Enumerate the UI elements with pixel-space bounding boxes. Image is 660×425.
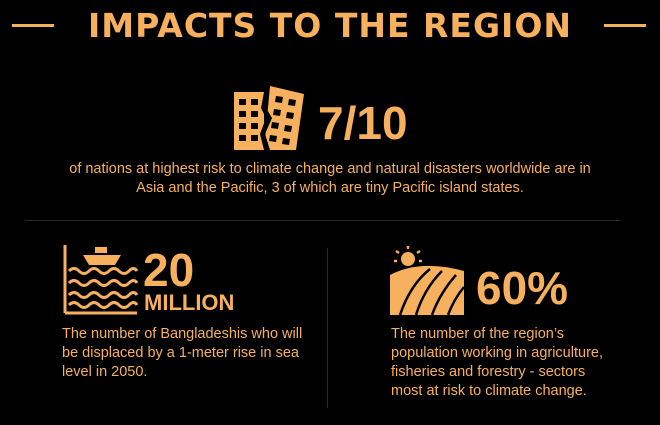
title-rule-left [12, 24, 54, 27]
top-stat-description: of nations at highest risk to climate ch… [69, 161, 591, 196]
flooded-boat-icon [63, 243, 139, 315]
left-stat-unit: MILLION [144, 290, 235, 315]
top-stat: 7/10 of nations at highest risk to clima… [0, 80, 660, 210]
right-stat: 60% The number of the region’s populatio… [330, 235, 660, 415]
top-stat-value: 7/10 [318, 97, 408, 149]
left-stat-value: 20 [143, 244, 195, 296]
collapsing-building-icon [234, 84, 306, 150]
section-divider [25, 220, 620, 221]
farm-field-sun-icon [390, 245, 466, 317]
page-title: IMPACTS TO THE REGION [88, 6, 572, 45]
right-stat-description: The number of the region’s population wo… [391, 326, 603, 399]
right-stat-value: 60% [476, 262, 569, 314]
column-divider [327, 248, 328, 408]
left-stat-description: The number of Bangladeshis who will be d… [62, 326, 303, 380]
title-rule-right [604, 24, 646, 27]
left-stat: 20 MILLION The number of Bangladeshis wh… [0, 235, 327, 415]
